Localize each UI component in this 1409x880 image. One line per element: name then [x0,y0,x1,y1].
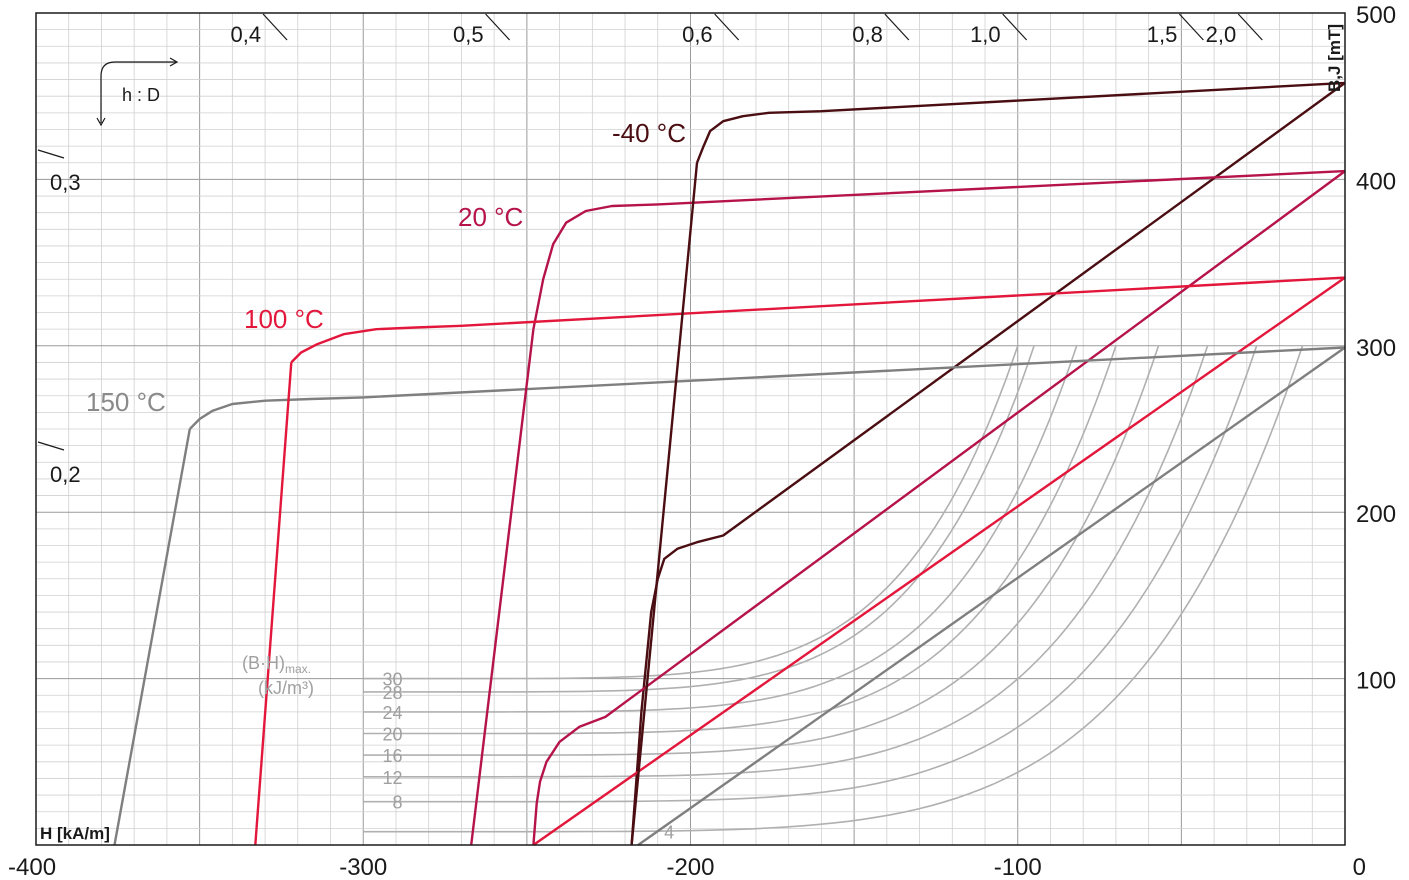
curve-c20-drop [470,329,535,846]
permeance-label-top: 0,6 [682,22,713,47]
y-axis-ticks: 100 200 300 400 500 [1356,2,1396,695]
bh-curve-8 [363,345,1258,803]
bh-curve-label: 12 [382,768,402,788]
bh-legend: (B·H)max. (kJ/m³) [242,653,314,698]
x-tick-label: 0 [1353,854,1366,880]
x-axis-label: H [kA/m] [40,824,110,843]
bh-curve-label: 24 [382,703,402,723]
y-tick-label: 500 [1356,2,1396,29]
permeance-tick-top [485,13,511,41]
bh-curve-label: 30 [382,670,402,690]
chart-grid [35,12,1346,846]
permeance-label-top: 2,0 [1206,22,1237,47]
curve-label-minus40: -40 °C [612,118,686,148]
bh-curve-label: 8 [393,793,403,813]
curve-label-150: 150 °C [86,387,166,417]
bh-curve-label: 4 [664,823,674,843]
curve-c100-drop [254,362,293,846]
permeance-tick-top [1237,13,1263,41]
permeance-label-top: 0,5 [453,22,484,47]
hd-label: h : D [122,85,160,105]
permeance-label-top: 1,0 [970,22,1001,47]
bh-unit: (kJ/m³) [258,678,314,698]
x-tick-label: -200 [666,854,714,880]
curve-c150-J [188,346,1346,430]
permeance-tick-top [1002,13,1028,41]
curve-label-20: 20 °C [458,202,523,232]
x-tick-label: -300 [339,854,387,880]
y-tick-label: 300 [1356,335,1396,362]
permeance-label-left: 0,3 [50,170,81,195]
curve-m40-J [695,81,1346,164]
bh-curve-4 [363,345,1304,833]
x-axis-ticks: -400 -300 -200 -100 0 [8,854,1366,880]
curve-c20-J [532,169,1346,330]
permeance-tick-left [37,441,65,451]
y-tick-label: 200 [1356,501,1396,528]
permeance-label-left: 0,2 [50,462,81,487]
bh-curve-28 [363,345,1035,693]
permeance-label-top: 0,4 [230,22,261,47]
permeance-label-top: 1,5 [1147,22,1178,47]
permeance-tick-top [884,13,910,41]
bh-curve-label: 28 [382,683,402,703]
permeance-tick-top [1178,13,1204,41]
bh-curve-label: 16 [382,746,402,766]
bh-curve-24 [363,345,1078,713]
demagnetization-curves [113,81,1346,846]
curve-label-100: 100 °C [244,304,324,334]
plot-frame [35,12,1346,846]
bh-curve-30 [363,345,1019,680]
curve-c20-B [532,170,1346,846]
y-tick-label: 100 [1356,668,1396,695]
curve-c150-B [637,346,1346,846]
permeance-tick-left [37,149,65,159]
bh-curve-16 [363,345,1160,756]
permeance-markers: 0,4 0,5 0,6 0,8 1,0 1,5 2,0 0,3 0,2 [37,13,1263,487]
bh-curve-label: 20 [382,725,402,745]
hd-indicator: h : D [96,57,179,127]
x-tick-label: -100 [994,854,1042,880]
x-tick-label: -400 [8,854,56,880]
bh-title: (B·H)max. [242,653,311,676]
permeance-label-top: 0,8 [852,22,883,47]
bh-curve-20 [363,345,1117,735]
permeance-tick-top [262,13,288,41]
curve-c100-J [290,276,1346,364]
curve-c150-drop [113,428,191,846]
y-axis-label: B,J [mT] [1325,24,1344,92]
bh-curve-12 [363,345,1209,778]
curve-m40-B [630,81,1346,846]
curve-m40-drop [630,162,699,846]
permeance-tick-top [714,13,740,41]
curve-c100-B [532,276,1346,846]
y-tick-label: 400 [1356,168,1396,195]
